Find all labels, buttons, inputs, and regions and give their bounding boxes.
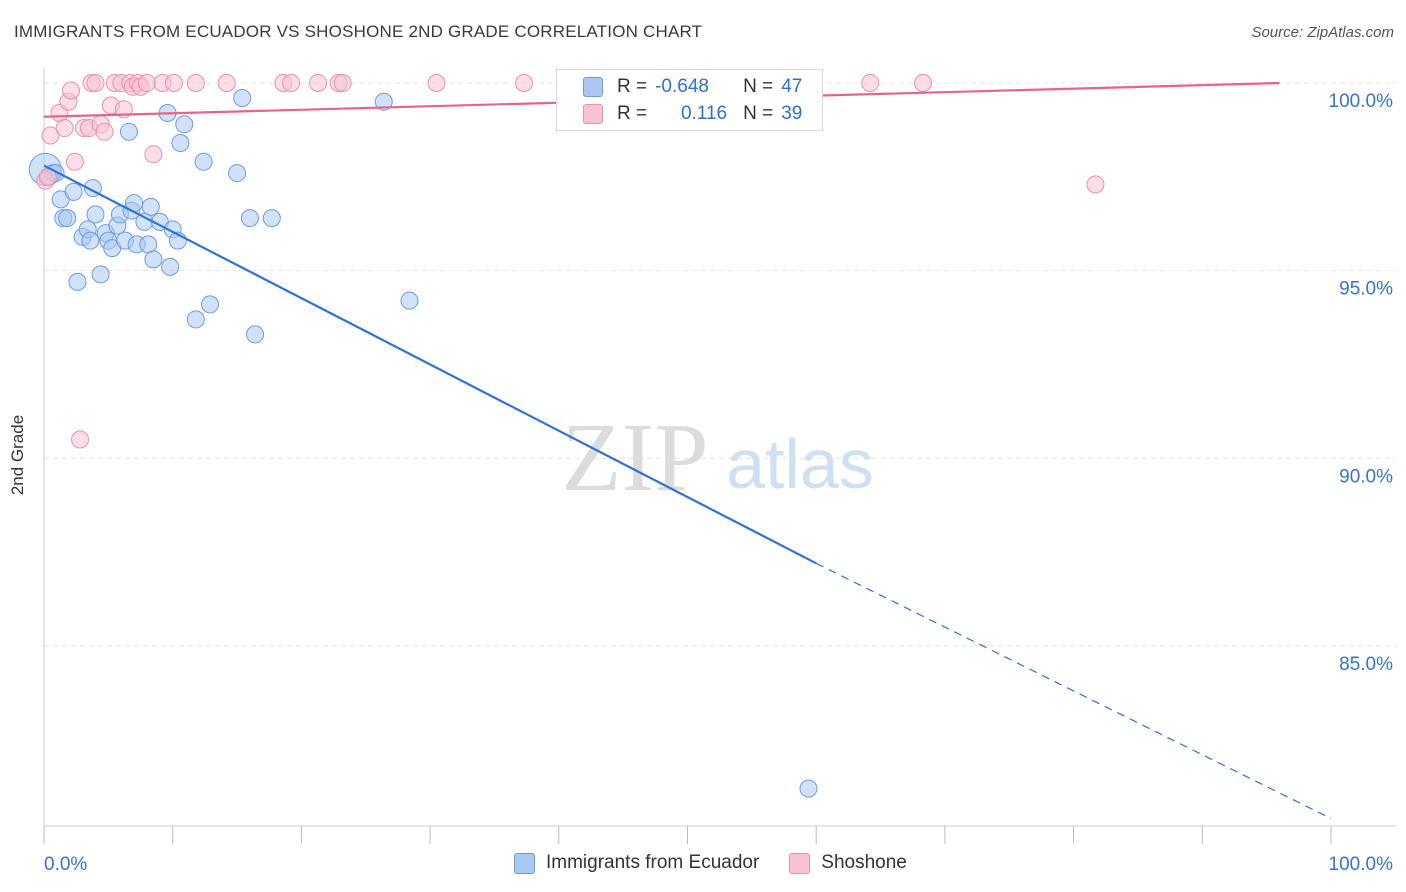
legend-n-label: N = <box>743 103 774 124</box>
watermark: ZIP atlas <box>562 404 874 512</box>
legend-swatch-pink <box>583 104 603 124</box>
data-point-blue <box>68 272 87 291</box>
data-point-pink <box>861 74 880 93</box>
data-point-blue <box>86 205 105 224</box>
legend-swatch-blue <box>514 852 535 874</box>
y-tick-label: 95.0% <box>1339 279 1393 300</box>
data-point-pink <box>164 74 183 93</box>
legend-row-shoshone: R = 0.116 N = 39 <box>557 101 802 127</box>
data-point-blue <box>119 122 138 141</box>
x-tick-label-max: 100.0% <box>1329 854 1394 875</box>
data-point-blue <box>161 257 180 276</box>
data-point-blue <box>240 209 259 228</box>
legend-swatch-pink <box>789 852 811 874</box>
data-point-blue <box>201 295 220 314</box>
chart-title: IMMIGRANTS FROM ECUADOR VS SHOSHONE 2ND … <box>14 22 703 41</box>
data-point-blue <box>139 235 158 254</box>
data-point-pink <box>309 74 328 93</box>
legend-n-value: 47 <box>781 76 803 97</box>
y-tick-label: 85.0% <box>1339 654 1393 675</box>
data-point-blue <box>194 152 213 171</box>
stats-legend: R = -0.648 N = 47 R = 0.116 N = 39 <box>556 69 823 131</box>
grid-layer <box>44 82 1396 647</box>
data-point-pink <box>914 74 933 93</box>
legend-item-shoshone[interactable]: Shoshone <box>789 852 907 874</box>
data-point-pink <box>95 122 114 141</box>
data-point-blue <box>228 164 247 183</box>
data-point-blue <box>233 89 252 108</box>
data-point-pink <box>62 81 81 100</box>
legend-r-value: 0.116 <box>680 103 728 124</box>
data-point-blue <box>91 265 110 284</box>
data-point-pink <box>333 74 352 93</box>
source-label: Source: ZipAtlas.com <box>1251 24 1394 41</box>
legend-label-shoshone: Shoshone <box>821 852 907 873</box>
legend-swatch-blue <box>583 77 603 97</box>
legend-r-value: -0.648 <box>655 76 709 97</box>
legend-r-label: R = <box>617 76 648 97</box>
data-point-pink <box>217 74 236 93</box>
data-point-blue <box>246 325 265 344</box>
data-point-blue <box>141 197 160 216</box>
data-point-blue <box>171 134 190 153</box>
x-tick-label-min: 0.0% <box>44 854 87 875</box>
data-point-pink <box>65 152 84 171</box>
legend-item-ecuador[interactable]: Immigrants from Ecuador <box>514 852 759 874</box>
bottom-legend: Immigrants from Ecuador Shoshone <box>514 852 937 874</box>
trendline-blue <box>43 164 817 565</box>
data-point-pink <box>41 126 60 145</box>
data-point-pink <box>137 74 156 93</box>
data-point-blue <box>400 291 419 310</box>
data-point-pink <box>1086 175 1105 194</box>
legend-n-label: N = <box>743 76 774 97</box>
axis-layer <box>43 68 1396 844</box>
data-point-pink <box>427 74 446 93</box>
data-point-pink <box>71 430 90 449</box>
watermark-atlas: atlas <box>726 425 874 503</box>
data-point-blue <box>175 115 194 134</box>
data-point-pink <box>186 74 205 93</box>
data-point-blue <box>186 310 205 329</box>
data-point-pink <box>55 119 74 138</box>
y-tick-label: 100.0% <box>1329 91 1394 112</box>
legend-n-value: 39 <box>781 103 803 124</box>
legend-r-label: R = <box>617 103 648 124</box>
data-point-pink <box>515 74 534 93</box>
tick-labels: 100.0% 95.0% 90.0% 85.0% 0.0% 100.0% <box>44 91 1393 875</box>
legend-label-ecuador: Immigrants from Ecuador <box>546 852 760 873</box>
data-point-pink <box>86 74 105 93</box>
data-point-pink <box>282 74 301 93</box>
data-point-pink <box>144 145 163 164</box>
points-layer <box>28 74 1105 798</box>
trendline-extension-blue <box>815 562 1332 820</box>
y-tick-label: 90.0% <box>1339 466 1393 487</box>
data-point-blue <box>374 92 393 111</box>
legend-row-ecuador: R = -0.648 N = 47 <box>557 74 802 100</box>
data-point-blue <box>64 182 83 201</box>
data-point-blue <box>799 779 818 798</box>
data-point-blue <box>135 212 154 231</box>
data-point-blue <box>262 209 281 228</box>
data-point-blue <box>58 209 77 228</box>
data-point-blue <box>144 250 163 269</box>
data-point-blue <box>81 231 100 250</box>
y-axis-label: 2nd Grade <box>8 414 27 496</box>
